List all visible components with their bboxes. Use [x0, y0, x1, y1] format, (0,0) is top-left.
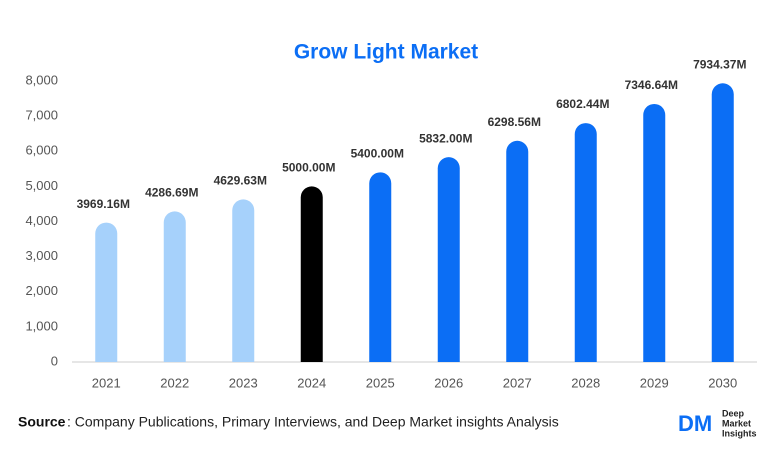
chart-title: Grow Light Market	[294, 41, 478, 64]
value-label: 6802.44M	[556, 97, 609, 111]
bar	[300, 186, 323, 362]
bar	[574, 123, 597, 362]
bar	[437, 157, 460, 362]
logo-line: Insights	[722, 428, 757, 438]
y-tick-label: 4,000	[25, 213, 58, 228]
bar	[369, 172, 392, 362]
x-tick-label: 2025	[366, 375, 395, 390]
x-tick-label: 2028	[571, 375, 600, 390]
value-label: 5832.00M	[419, 131, 472, 145]
bar	[163, 211, 186, 362]
x-tick-label: 2021	[92, 375, 121, 390]
bar	[506, 140, 529, 362]
y-tick-label: 2,000	[25, 283, 58, 298]
value-label: 4286.69M	[145, 186, 198, 200]
y-tick-label: 6,000	[25, 143, 58, 158]
bar	[232, 199, 255, 362]
value-label: 6298.56M	[488, 115, 541, 129]
y-tick-label: 1,000	[25, 318, 58, 333]
x-tick-label: 2030	[708, 375, 737, 390]
x-tick-label: 2023	[229, 375, 258, 390]
x-tick-label: 2024	[297, 375, 326, 390]
bar	[711, 83, 734, 363]
x-tick-label: 2022	[160, 375, 189, 390]
logo-mark: DM	[678, 411, 712, 436]
y-tick-label: 8,000	[25, 72, 58, 87]
value-label: 3969.16M	[77, 197, 130, 211]
logo-line: Market	[722, 418, 751, 428]
logo-line: Deep	[722, 408, 745, 418]
value-label: 5400.00M	[351, 146, 404, 160]
bar	[643, 103, 666, 362]
value-label: 7346.64M	[625, 78, 678, 92]
x-tick-label: 2026	[434, 375, 463, 390]
y-tick-label: 5,000	[25, 178, 58, 193]
value-label: 5000.00M	[282, 161, 335, 175]
value-label: 7934.37M	[693, 57, 746, 71]
value-label: 4629.63M	[214, 174, 267, 188]
x-tick-label: 2029	[640, 375, 669, 390]
y-tick-label: 7,000	[25, 108, 58, 123]
source-text: : Company Publications, Primary Intervie…	[67, 414, 559, 430]
x-tick-label: 2027	[503, 375, 532, 390]
y-tick-label: 3,000	[25, 248, 58, 263]
y-tick-label: 0	[51, 353, 58, 368]
bar	[95, 222, 118, 362]
source-label: Source	[18, 414, 66, 430]
